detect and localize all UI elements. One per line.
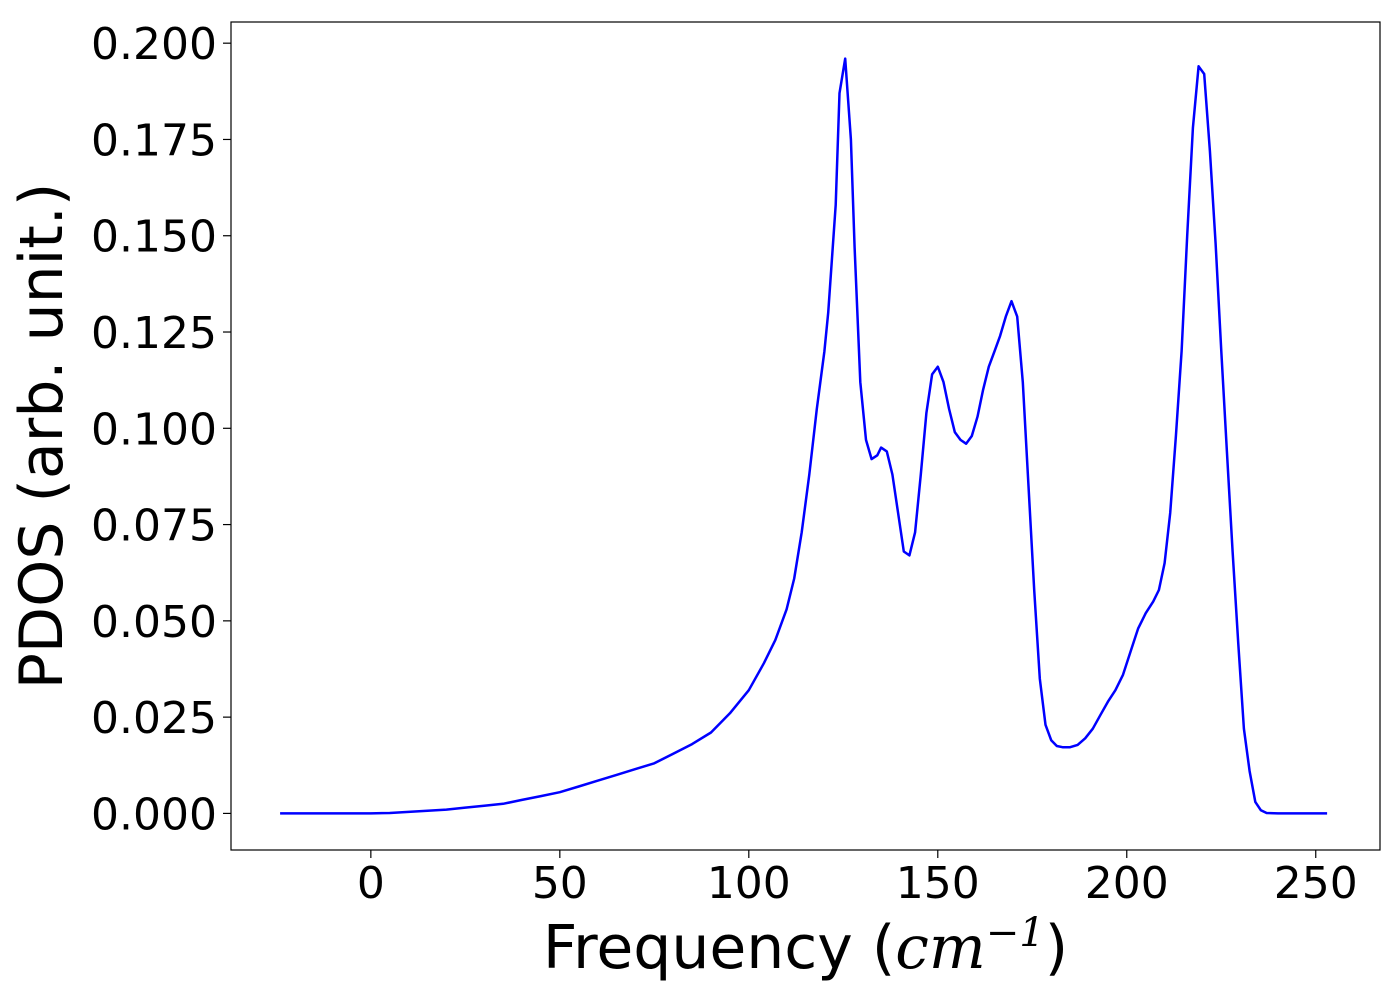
y-tick-label: 0.125 [91,308,217,359]
x-tick-label: 200 [1085,858,1169,909]
ticks-layer: 0 50 100 150 200 250 0.000 0.025 0.050 0.075 0.100… [91,19,1358,909]
y-tick-label: 0.150 [91,212,217,263]
y-axis-title: PDOS (arb. unit.) [7,183,77,690]
y-tick-label: 0.100 [91,404,217,455]
x-tick-label: 0 [357,858,385,909]
x-axis-title: Frequency (cm−1) [543,910,1068,983]
pdos-series-line [280,57,1328,815]
x-tick-label: 250 [1274,858,1358,909]
x-tick-label: 150 [896,858,980,909]
y-tick-label: 0.075 [91,501,217,552]
y-tick-label: 0.000 [91,789,217,840]
y-tick-label: 0.175 [91,115,217,166]
plot-frame [230,21,1381,851]
y-tick-label: 0.050 [91,597,217,648]
y-tick-label: 0.200 [91,19,217,70]
x-tick-label: 100 [707,858,791,909]
x-tick-label: 50 [532,858,588,909]
y-tick-label: 0.025 [91,693,217,744]
